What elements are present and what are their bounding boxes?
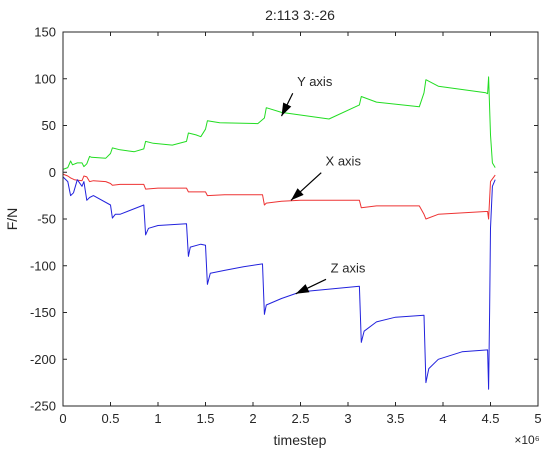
x-tick-label: 1 bbox=[154, 411, 161, 426]
y-tick-label: -150 bbox=[30, 305, 56, 320]
x-tick-label: 3 bbox=[344, 411, 351, 426]
y-tick-label: 50 bbox=[42, 118, 56, 133]
x-tick-label: 1.5 bbox=[196, 411, 214, 426]
x-tick-label: 2.5 bbox=[291, 411, 309, 426]
x-axis-label: timestep bbox=[274, 432, 327, 448]
annotation-arrow-head bbox=[295, 284, 310, 294]
annotation-x-axis: X axis bbox=[326, 154, 362, 169]
x-tick-label: 0 bbox=[59, 411, 66, 426]
x-tick-label: 3.5 bbox=[386, 411, 404, 426]
x-axis-multiplier: ×10⁶ bbox=[514, 433, 539, 447]
plot-lines bbox=[62, 76, 496, 390]
series-line-z-axis bbox=[62, 176, 496, 390]
y-axis-label: F/N bbox=[4, 208, 20, 231]
x-tick-label: 5 bbox=[534, 411, 541, 426]
annotation-z-axis: Z axis bbox=[331, 260, 366, 275]
series-line-y-axis bbox=[62, 76, 496, 170]
y-tick-label: -250 bbox=[30, 399, 56, 414]
annotation-arrow-head bbox=[281, 102, 292, 117]
y-tick-label: -200 bbox=[30, 352, 56, 367]
y-tick-label: 150 bbox=[34, 25, 56, 40]
y-tick-label: -100 bbox=[30, 258, 56, 273]
y-tick-label: -50 bbox=[37, 212, 56, 227]
series-line-x-axis bbox=[62, 173, 496, 220]
x-tick-label: 4.5 bbox=[481, 411, 499, 426]
y-tick-label: 100 bbox=[34, 71, 56, 86]
annotation-y-axis: Y axis bbox=[297, 74, 333, 89]
annotation-arrow-head bbox=[291, 188, 304, 201]
x-tick-label: 0.5 bbox=[101, 411, 119, 426]
ticks: 0 0.5 1 1.5 2 2.5 3 3.5 4 4.5 5 -250 -200 -150 -100 -50… bbox=[30, 25, 542, 427]
y-tick-label: 0 bbox=[49, 165, 56, 180]
x-tick-label: 4 bbox=[439, 411, 446, 426]
x-tick-label: 2 bbox=[249, 411, 256, 426]
annotations: Y axis X axis Z axis bbox=[280, 74, 366, 295]
chart-title: 2:113 3:-26 bbox=[265, 7, 335, 23]
